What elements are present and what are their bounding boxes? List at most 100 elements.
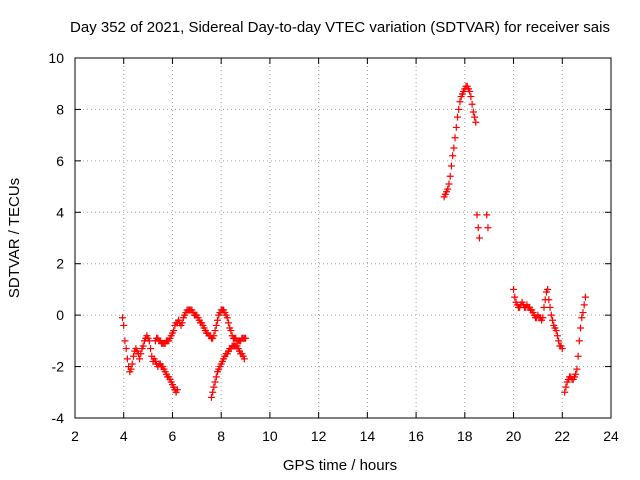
data-point bbox=[552, 327, 560, 335]
data-point bbox=[574, 352, 582, 360]
data-point bbox=[573, 365, 581, 373]
data-point bbox=[553, 332, 561, 340]
data-point bbox=[511, 293, 519, 301]
data-point bbox=[446, 172, 454, 180]
data-point bbox=[549, 316, 557, 324]
data-point bbox=[581, 293, 589, 301]
data-point bbox=[452, 123, 460, 131]
x-tick-label: 6 bbox=[169, 428, 177, 444]
data-point bbox=[579, 309, 587, 317]
data-point bbox=[212, 321, 220, 329]
data-point bbox=[147, 345, 155, 353]
series-seg3a bbox=[510, 285, 566, 353]
data-point bbox=[207, 393, 215, 401]
data-point bbox=[471, 113, 479, 121]
data-point bbox=[580, 301, 588, 309]
data-point bbox=[546, 303, 554, 311]
x-tick-label: 2 bbox=[71, 428, 79, 444]
data-point bbox=[240, 355, 248, 363]
data-point bbox=[227, 327, 235, 335]
x-tick-label: 20 bbox=[506, 428, 522, 444]
plot-frame bbox=[74, 57, 612, 419]
data-point bbox=[122, 345, 130, 353]
y-tick-label: 6 bbox=[56, 153, 64, 169]
data-point bbox=[456, 98, 464, 106]
data-point bbox=[547, 311, 555, 319]
x-tick-label: 16 bbox=[408, 428, 424, 444]
data-point bbox=[178, 319, 186, 327]
data-point bbox=[451, 134, 459, 142]
data-point bbox=[467, 93, 475, 101]
x-tick-label: 4 bbox=[120, 428, 128, 444]
data-point bbox=[473, 211, 481, 219]
x-tick-label: 10 bbox=[262, 428, 278, 444]
y-axis-ticks: -4 -2 0 2 4 6 8 10 bbox=[48, 50, 611, 426]
x-tick-label: 12 bbox=[311, 428, 327, 444]
x-tick-label: 14 bbox=[360, 428, 376, 444]
y-axis-label: SDTVAR / TECUs bbox=[6, 178, 23, 298]
data-point bbox=[510, 285, 518, 293]
data-point bbox=[209, 388, 217, 396]
data-point bbox=[449, 152, 457, 160]
series-seg2 bbox=[440, 82, 492, 242]
x-tick-label: 8 bbox=[217, 428, 225, 444]
data-point bbox=[575, 337, 583, 345]
data-point bbox=[129, 352, 137, 360]
data-point bbox=[466, 87, 474, 95]
data-point bbox=[119, 314, 127, 322]
chart-title: Day 352 of 2021, Sidereal Day-to-day VTE… bbox=[70, 19, 610, 36]
data-point bbox=[242, 334, 250, 342]
data-point bbox=[128, 360, 136, 368]
data-point bbox=[223, 314, 231, 322]
data-point bbox=[173, 386, 181, 394]
y-tick-label: 2 bbox=[56, 256, 64, 272]
data-point bbox=[483, 211, 491, 219]
data-point bbox=[210, 383, 218, 391]
data-point bbox=[555, 337, 563, 345]
data-point bbox=[577, 324, 585, 332]
data-point bbox=[455, 105, 463, 113]
data-point bbox=[211, 378, 219, 386]
data-point bbox=[468, 100, 476, 108]
data-point bbox=[445, 180, 453, 188]
data-point bbox=[540, 303, 548, 311]
data-point bbox=[136, 355, 144, 363]
y-tick-label: 0 bbox=[56, 307, 64, 323]
data-point bbox=[145, 337, 153, 345]
x-tick-label: 24 bbox=[603, 428, 619, 444]
y-tick-label: 10 bbox=[48, 50, 64, 66]
data-point bbox=[210, 332, 218, 340]
data-point bbox=[121, 337, 129, 345]
data-point bbox=[127, 365, 135, 373]
x-tick-label: 18 bbox=[457, 428, 473, 444]
data-point bbox=[170, 327, 178, 335]
data-point bbox=[123, 355, 131, 363]
x-axis-label: GPS time / hours bbox=[283, 457, 397, 474]
data-point bbox=[572, 370, 580, 378]
data-point bbox=[212, 373, 220, 381]
data-point bbox=[454, 113, 462, 121]
data-point bbox=[578, 314, 586, 322]
data-point bbox=[444, 185, 452, 193]
y-tick-label: -2 bbox=[52, 359, 65, 375]
x-axis-ticks: 2 4 6 8 10 12 14 16 18 20 22 24 bbox=[71, 58, 619, 444]
series-seg1a bbox=[119, 314, 181, 396]
data-point bbox=[562, 383, 570, 391]
data-point bbox=[447, 162, 455, 170]
data-point bbox=[120, 321, 128, 329]
data-point bbox=[137, 350, 145, 358]
data-point bbox=[469, 108, 477, 116]
series-seg1b bbox=[151, 306, 250, 347]
data-point bbox=[224, 319, 232, 327]
data-point bbox=[450, 144, 458, 152]
data-point bbox=[214, 316, 222, 324]
data-point bbox=[475, 234, 483, 242]
data-point bbox=[539, 314, 547, 322]
series-seg1c bbox=[207, 342, 248, 401]
data-point bbox=[558, 345, 566, 353]
data-point bbox=[561, 388, 569, 396]
grid-lines bbox=[75, 58, 611, 418]
y-tick-label: 4 bbox=[56, 204, 64, 220]
data-point bbox=[474, 224, 482, 232]
